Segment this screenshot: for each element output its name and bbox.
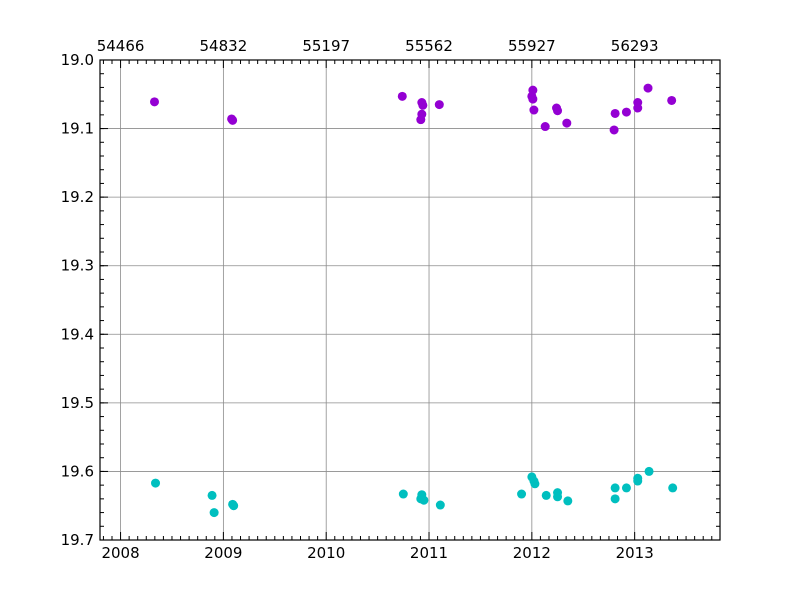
data-point-series-2 [541, 490, 551, 500]
data-point-series-1 [609, 125, 619, 135]
data-point-series-2 [644, 466, 654, 476]
x-tick-label-bottom: 2011 [410, 544, 448, 562]
tick-labels: 2008 54466 2009 54832 2010 55197 2011 55562 2012… [61, 37, 659, 562]
data-point-series-2 [668, 483, 678, 493]
data-point-series-1 [149, 97, 159, 107]
x-tick-label-bottom: 2010 [307, 544, 345, 562]
x-tick-label-top-mjd: 55927 [508, 37, 556, 55]
data-point-series-1 [434, 100, 444, 110]
x-tick-label-top-mjd: 55562 [405, 37, 453, 55]
data-point-series-2 [553, 492, 563, 502]
data-point-series-1 [418, 100, 428, 110]
data-point-series-2 [610, 483, 620, 493]
data-point-series-2 [530, 479, 540, 489]
data-point-series-2 [151, 478, 161, 488]
y-tick-label: 19.6 [61, 462, 94, 480]
data-point-series-1 [528, 94, 538, 104]
data-point-series-1 [553, 106, 563, 116]
data-point-series-2 [563, 496, 573, 506]
y-tick-label: 19.4 [61, 325, 94, 343]
data-point-series-2 [610, 494, 620, 504]
data-point-series-2 [207, 490, 217, 500]
data-point-series-1 [562, 118, 572, 128]
data-point-series-2 [633, 476, 643, 486]
y-tick-label: 19.1 [61, 120, 94, 138]
data-point-series-2 [435, 500, 445, 510]
y-tick-label: 19.7 [61, 531, 94, 549]
minor-ticks [100, 59, 720, 541]
data-point-series-1 [667, 95, 677, 105]
x-tick-label-bottom: 2013 [616, 544, 654, 562]
data-point-series-1 [610, 108, 620, 118]
x-tick-label-bottom: 2009 [204, 544, 242, 562]
plot-frame [99, 59, 721, 541]
data-point-series-1 [621, 107, 631, 117]
data-point-series-1 [643, 83, 653, 93]
data-point-series-2 [229, 501, 239, 511]
y-tick-label: 19.0 [61, 51, 94, 69]
data-point-series-1 [633, 103, 643, 113]
data-point-series-1 [540, 122, 550, 132]
data-point-series-2 [398, 489, 408, 499]
x-tick-label-bottom: 2008 [101, 544, 139, 562]
x-tick-label-bottom: 2012 [513, 544, 551, 562]
data-point-series-2 [209, 508, 219, 518]
y-tick-label: 19.3 [61, 257, 94, 275]
major-ticks [100, 59, 720, 541]
data-point-series-1 [416, 115, 426, 125]
x-tick-label-top-mjd: 56293 [611, 37, 659, 55]
y-tick-label: 19.2 [61, 188, 94, 206]
data-point-series-1 [397, 91, 407, 101]
grid [100, 59, 720, 541]
data-points [149, 83, 678, 518]
x-tick-label-top-mjd: 55197 [302, 37, 350, 55]
x-tick-label-top-mjd: 54832 [200, 37, 248, 55]
data-point-series-2 [419, 495, 429, 505]
data-point-series-2 [621, 483, 631, 493]
data-point-series-1 [228, 115, 238, 125]
x-tick-label-top-mjd: 54466 [97, 37, 145, 55]
data-point-series-1 [529, 105, 539, 115]
data-point-series-2 [517, 489, 527, 499]
y-tick-label: 19.5 [61, 394, 94, 412]
